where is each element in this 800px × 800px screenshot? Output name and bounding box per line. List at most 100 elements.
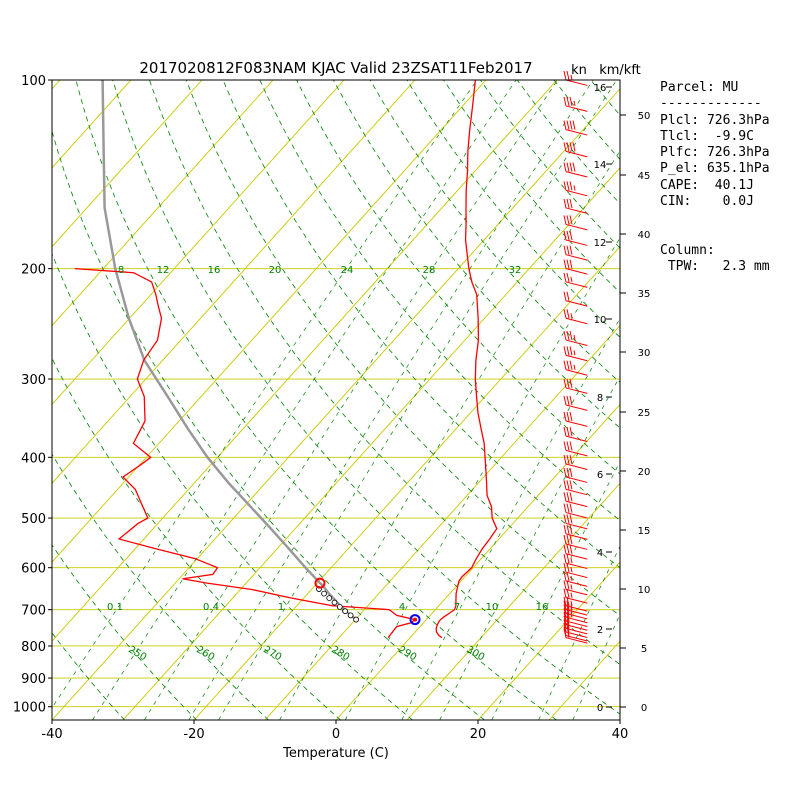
dry-adiabat-label: 290 bbox=[396, 644, 418, 663]
dry-adiabat-label: 270 bbox=[261, 644, 283, 663]
wind-barb bbox=[563, 70, 588, 86]
wind-barb bbox=[563, 441, 588, 457]
wind-barb bbox=[563, 309, 588, 325]
dry-adiabat-line bbox=[52, 544, 197, 720]
mixing-ratio-label: 1 bbox=[278, 602, 284, 613]
x-tick-label: 20 bbox=[470, 727, 487, 742]
pressure-tick-label: 200 bbox=[21, 263, 46, 278]
lcl-marker bbox=[413, 617, 418, 622]
pressure-tick-label: 700 bbox=[21, 604, 46, 619]
param-line: CIN: 0.0J bbox=[660, 194, 754, 210]
mixing-ratio-label: 0.4 bbox=[203, 602, 219, 613]
isotherm-line bbox=[52, 80, 416, 485]
mixing-ratio-label: 16 bbox=[536, 602, 549, 613]
wind-barb bbox=[563, 245, 588, 261]
pressure-tick-label: 400 bbox=[21, 451, 46, 466]
parcel-ascent-marker bbox=[321, 590, 327, 597]
km-tick-label: 4 bbox=[597, 548, 603, 559]
km-tick-label: 8 bbox=[597, 393, 603, 404]
km-tick-label: 16 bbox=[594, 83, 607, 94]
parcel-ascent-marker bbox=[326, 595, 333, 602]
x-tick-label: -40 bbox=[41, 727, 62, 742]
wind-barb bbox=[563, 230, 588, 246]
km-tick-label: 12 bbox=[594, 238, 607, 249]
param-line: Parcel: MU bbox=[660, 80, 739, 95]
wind-barb bbox=[563, 615, 588, 631]
dry-adiabat-label: 260 bbox=[194, 644, 216, 663]
wind-barb bbox=[563, 514, 588, 530]
mixing-ratio-upper-label: 16 bbox=[208, 265, 221, 276]
km-tick-label: 6 bbox=[597, 470, 603, 481]
dry-adiabat-line bbox=[185, 80, 620, 617]
kft-tick-label: 20 bbox=[638, 467, 651, 478]
wind-barb bbox=[563, 600, 588, 616]
wind-barb bbox=[563, 378, 588, 394]
dry-adiabat-line bbox=[52, 718, 53, 720]
mixing-ratio-line bbox=[52, 80, 478, 709]
km-tick-label: 10 bbox=[594, 315, 607, 326]
dry-adiabat-line bbox=[259, 80, 620, 522]
pressure-tick-label: 900 bbox=[21, 672, 46, 687]
mixing-ratio-upper-label: 32 bbox=[509, 265, 522, 276]
wind-barb bbox=[563, 395, 588, 411]
el-marker bbox=[314, 577, 326, 589]
param-line: CAPE: 40.1J bbox=[660, 177, 754, 193]
dry-adiabat-line bbox=[296, 80, 620, 475]
pressure-tick-label: 600 bbox=[21, 562, 46, 577]
wind-barb bbox=[563, 628, 588, 644]
wind-barb bbox=[563, 291, 588, 307]
wind-barb bbox=[563, 467, 588, 483]
param-line bbox=[660, 210, 770, 226]
kmkft-unit-label: km/kft bbox=[599, 63, 641, 78]
isotherm-line bbox=[477, 561, 620, 720]
mixing-ratio-line bbox=[279, 150, 620, 720]
isotherm-line bbox=[52, 80, 61, 90]
mixing-ratio-upper-label: 20 bbox=[269, 265, 282, 276]
dry-adiabat-label: 280 bbox=[329, 644, 351, 663]
param-line: Column: bbox=[660, 242, 715, 258]
kft-tick-label: 5 bbox=[641, 644, 647, 655]
mixing-ratio-line bbox=[92, 80, 517, 720]
dry-adiabat-label: 250 bbox=[126, 644, 148, 663]
mixing-ratio-line bbox=[218, 80, 618, 720]
dry-adiabat-line bbox=[75, 80, 557, 720]
wind-barb bbox=[563, 120, 588, 136]
wind-barb bbox=[563, 571, 588, 587]
wind-barb bbox=[563, 611, 588, 627]
isotherm-line bbox=[264, 324, 620, 720]
wind-barb bbox=[563, 426, 588, 443]
parcel-ascent-marker bbox=[342, 608, 349, 615]
parcel-ascent-marker bbox=[331, 599, 338, 606]
pressure-tick-label: 1000 bbox=[13, 701, 46, 716]
mixing-ratio-label: 0.1 bbox=[107, 602, 123, 613]
wind-barb bbox=[563, 524, 588, 540]
kft-tick-label: 0 bbox=[641, 703, 647, 714]
isotherm-line bbox=[52, 80, 274, 327]
wind-barb bbox=[563, 142, 588, 158]
wind-barb bbox=[563, 272, 588, 288]
dry-adiabat-line bbox=[52, 129, 485, 720]
dry-adiabat-line bbox=[52, 632, 125, 720]
wind-barb bbox=[563, 626, 588, 642]
parcel-ascent-marker bbox=[353, 616, 360, 623]
mixing-ratio-label: 4 bbox=[399, 602, 405, 613]
mixing-ratio-line bbox=[491, 460, 620, 720]
wind-barb bbox=[563, 563, 588, 579]
wind-barb bbox=[563, 596, 588, 612]
mixing-ratio-line bbox=[538, 545, 620, 720]
mixing-ratio-line bbox=[188, 80, 594, 720]
plot-frame bbox=[51, 79, 621, 721]
dewpoint-trace bbox=[74, 268, 417, 639]
kft-tick-label: 25 bbox=[638, 408, 651, 419]
isotherm-line bbox=[52, 80, 487, 563]
pressure-tick-label: 100 bbox=[21, 74, 46, 89]
kn-unit-label: kn bbox=[571, 63, 587, 78]
isotherm-line bbox=[335, 403, 620, 720]
dry-adiabat-label: 300 bbox=[464, 644, 486, 663]
wind-barb bbox=[563, 411, 588, 427]
parcel-trace bbox=[101, 80, 357, 621]
isotherm-line bbox=[122, 167, 620, 720]
km-tick-label: 0 bbox=[597, 703, 603, 714]
x-tick-label: -20 bbox=[183, 727, 204, 742]
km-tick-label: 2 bbox=[597, 625, 603, 636]
